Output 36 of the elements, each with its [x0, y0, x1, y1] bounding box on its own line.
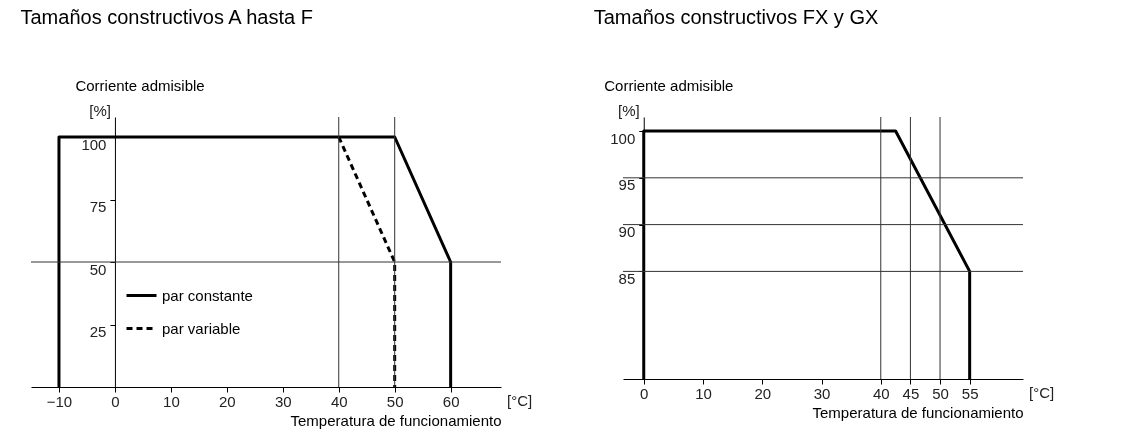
- x-axis-title: Temperatura de funcionamiento: [812, 403, 1024, 421]
- y-tick-label: 100: [610, 129, 636, 147]
- x-tick-label: 30: [813, 384, 831, 402]
- chart-title: Tamaños constructivos A hasta F: [20, 6, 313, 28]
- annotation: [%]: [89, 102, 111, 119]
- x-tick-label: 20: [218, 392, 236, 410]
- text: [°C]: [1029, 384, 1055, 401]
- x-tick-label: 60: [442, 392, 460, 410]
- y-tick-label: 85: [618, 269, 636, 287]
- chart-title: Tamaños constructivos FX y GX: [593, 6, 879, 28]
- x-tick-label: 55: [961, 384, 979, 402]
- x-tick-label: 10: [695, 384, 712, 402]
- legend-label: par constante: [162, 286, 253, 304]
- x-tick-label: 20: [754, 384, 772, 402]
- x-tick-label: −10: [46, 392, 73, 410]
- x-tick-label: 0: [640, 384, 649, 402]
- y-tick-label: 95: [618, 176, 636, 194]
- y-tick-label: 90: [618, 223, 636, 241]
- legend-label: par variable: [162, 319, 241, 337]
- text: [°C]: [507, 392, 533, 409]
- y-tick-label: 50: [89, 260, 107, 278]
- x-tick-label: 40: [872, 384, 890, 402]
- y-axis-title: Corriente admisible: [604, 76, 734, 94]
- x-tick-label: 0: [111, 392, 120, 410]
- y-tick-label: 100: [81, 135, 107, 153]
- x-axis-title: Temperatura de funcionamiento: [290, 411, 502, 429]
- x-tick-label: 50: [932, 384, 949, 402]
- y-tick-label: 75: [89, 198, 107, 215]
- x-tick-label: 30: [274, 392, 292, 410]
- y-axis-title: Corriente admisible: [75, 76, 205, 94]
- annotation: [%]: [618, 102, 640, 119]
- x-tick-label: 50: [386, 392, 404, 410]
- y-tick-label: 25: [89, 323, 107, 340]
- x-tick-label: 10: [163, 392, 180, 410]
- x-tick-label: 45: [902, 384, 920, 402]
- x-tick-label: 40: [330, 392, 348, 410]
